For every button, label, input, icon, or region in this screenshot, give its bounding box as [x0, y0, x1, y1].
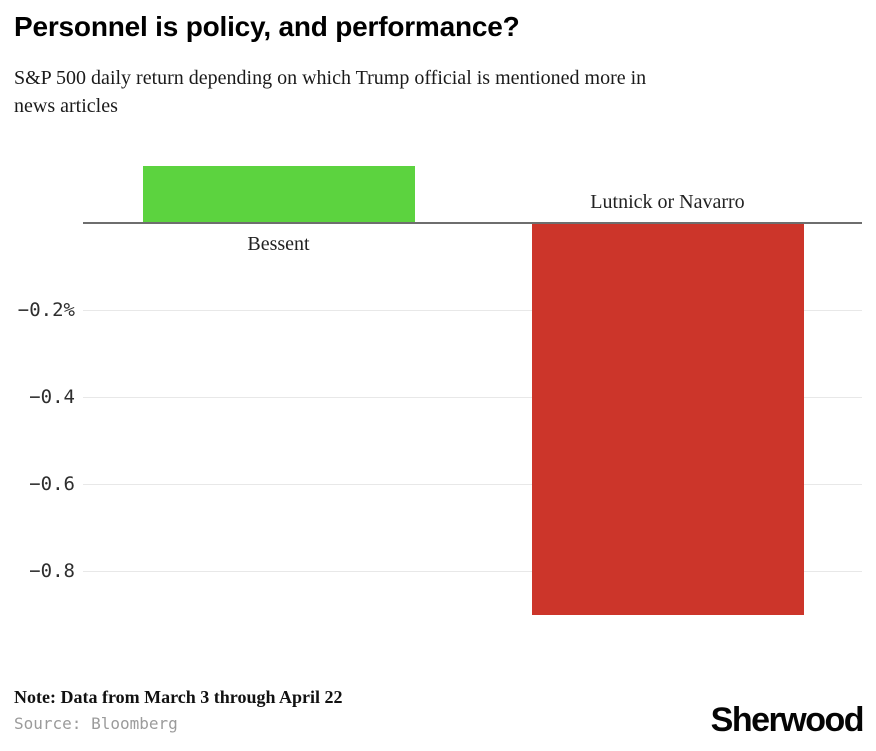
category-label: Bessent: [247, 233, 310, 255]
page-title: Personnel is policy, and performance?: [14, 11, 520, 42]
y-gridline: [83, 571, 862, 572]
chart-note: Note: Data from March 3 through April 22: [14, 687, 343, 707]
zero-axis-line: [83, 222, 862, 224]
y-tick-label: −0.4: [29, 386, 75, 408]
y-tick-label: −0.6: [29, 473, 75, 495]
page-subtitle: S&P 500 daily return depending on which …: [14, 64, 864, 120]
sherwood-logo: Sherwood: [710, 701, 865, 739]
y-tick-label: −0.2%: [17, 299, 75, 321]
chart-source: Source: Bloomberg: [14, 714, 178, 733]
subtitle-line-2: news articles: [14, 95, 118, 117]
y-gridline: [83, 484, 862, 485]
y-gridline: [83, 310, 862, 311]
bar-bessent: [142, 166, 415, 223]
bar-lutnick-or-navarro: [531, 223, 804, 615]
y-gridline: [83, 397, 862, 398]
y-tick-label: −0.8: [29, 560, 75, 582]
subtitle-line-1: S&P 500 daily return depending on which …: [14, 67, 647, 89]
category-label: Lutnick or Navarro: [590, 191, 745, 213]
